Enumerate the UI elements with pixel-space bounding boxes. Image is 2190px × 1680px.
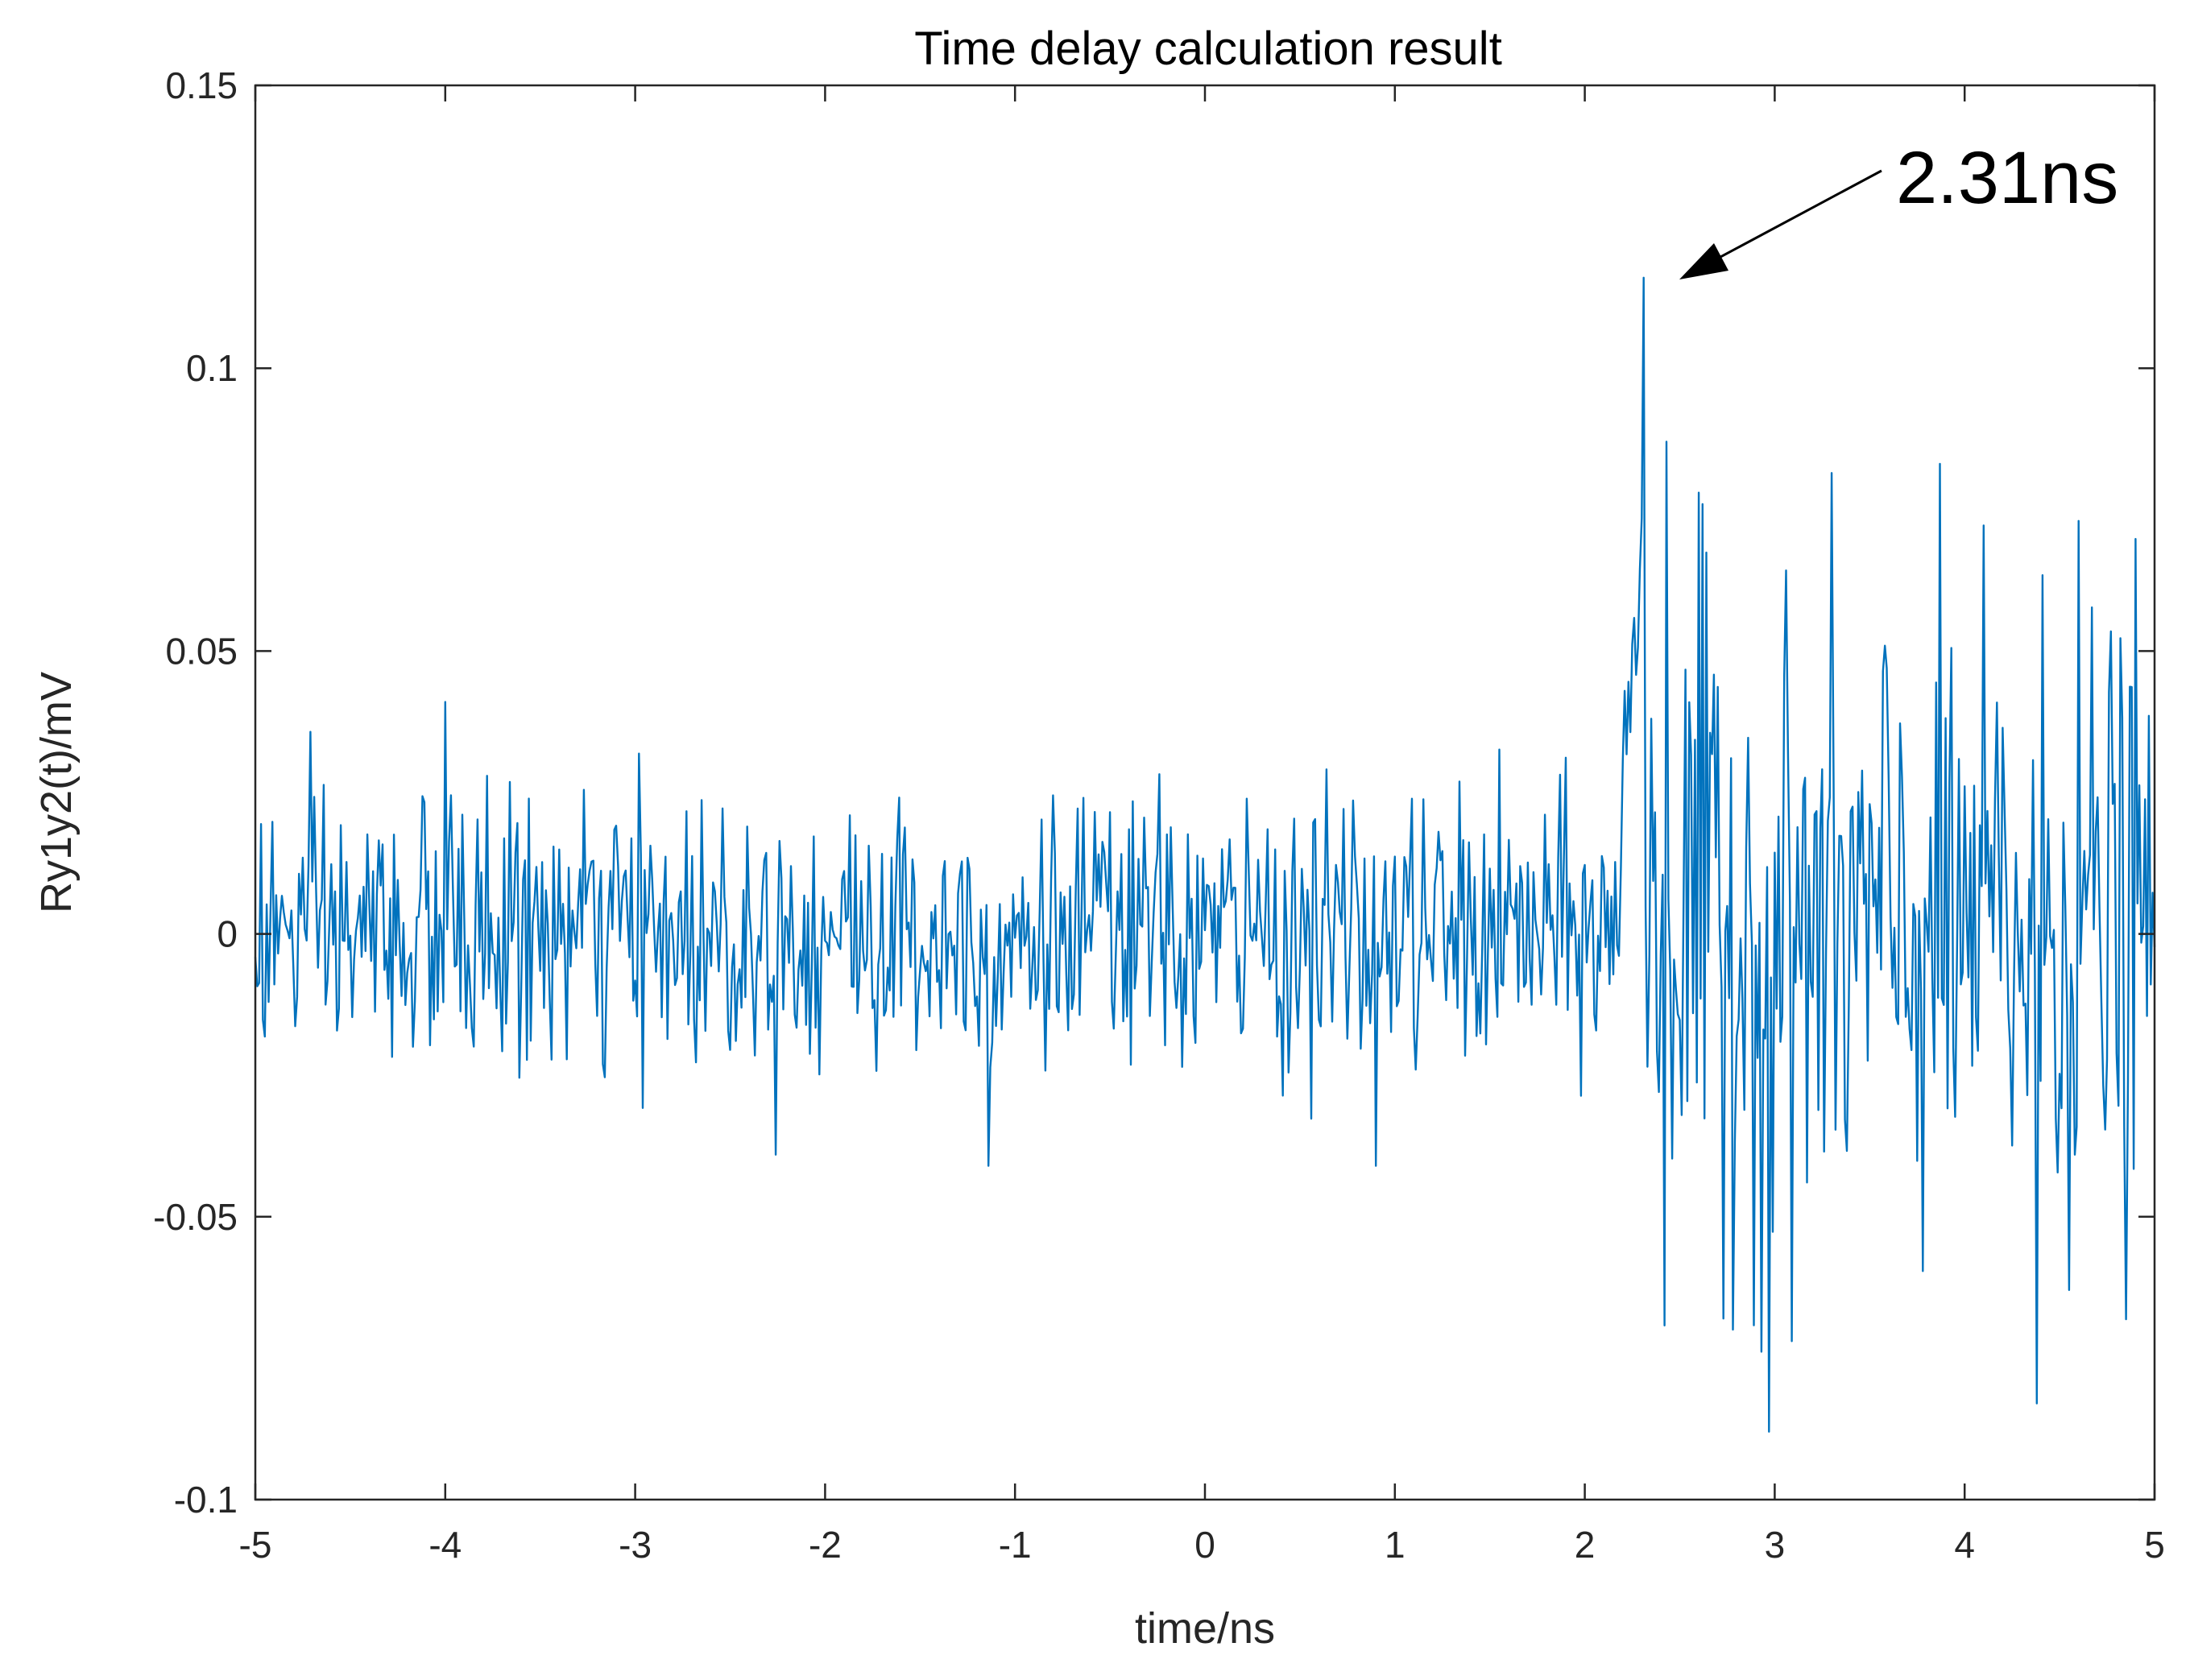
x-tick-label: 1 [1385,1524,1405,1566]
y-tick-label: 0.15 [165,64,238,106]
x-tick-label: -3 [619,1524,652,1566]
x-tick-label: -2 [809,1524,842,1566]
plot-area [254,84,2156,1501]
chart-title: Time delay calculation result [914,23,1502,75]
x-tick-label: 0 [1194,1524,1215,1566]
x-axis-title: time/ns [1135,1604,1275,1653]
plot-area-background [255,85,2155,1500]
x-tick-label: -5 [239,1524,272,1566]
annotation-arrowhead [1679,243,1728,279]
y-tick-label: 0.1 [186,347,238,389]
y-tick-label: -0.05 [153,1196,238,1238]
y-axis: -0.1 -0.05 0 0.05 0.1 0.15 [153,64,2155,1521]
x-tick-label: -4 [428,1524,462,1566]
peak-annotation: 2.31ns [1679,137,2118,279]
x-tick-label: 4 [1954,1524,1975,1566]
y-tick-label: -0.1 [174,1479,238,1521]
y-axis-title: Ry1y2(t)/mV [32,672,81,913]
x-tick-label: 5 [2144,1524,2165,1566]
x-tick-label: -1 [999,1524,1032,1566]
series-line [254,276,2156,1433]
x-axis: -5 -4 -3 -2 -1 0 1 2 3 4 5 [239,85,2165,1566]
y-tick-label: 0 [217,913,238,955]
y-tick-label: 0.05 [165,630,238,672]
x-tick-label: 3 [1765,1524,1786,1566]
annotation-label: 2.31ns [1896,137,2118,219]
x-tick-label: 2 [1575,1524,1596,1566]
